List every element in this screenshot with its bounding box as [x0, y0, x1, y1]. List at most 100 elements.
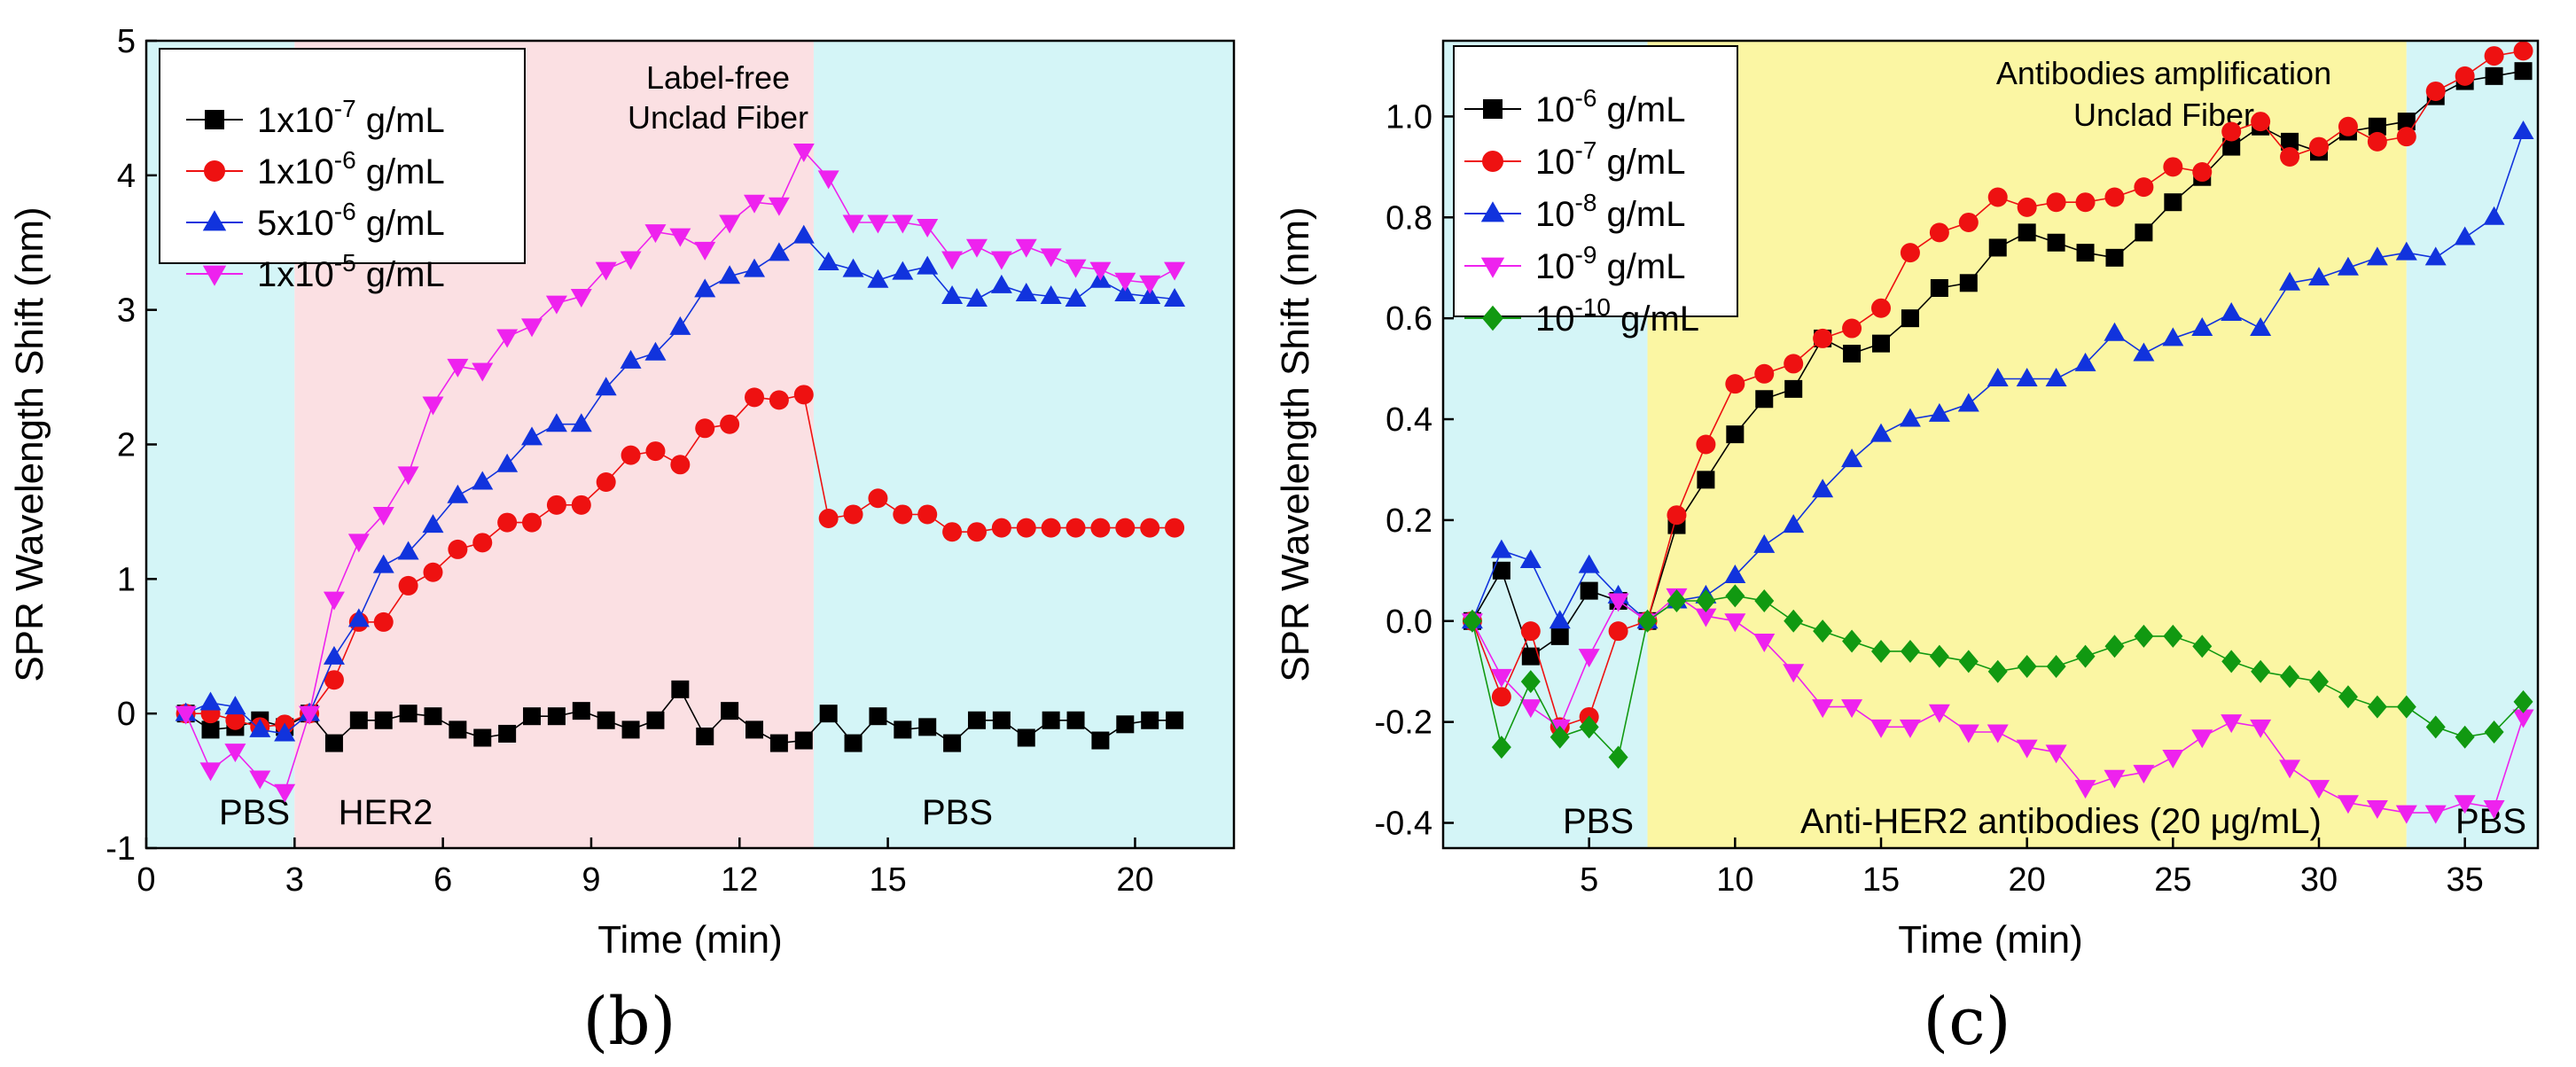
x-tick-label: 25: [2154, 861, 2191, 899]
data-point: [2104, 769, 2126, 789]
data-point: [768, 197, 790, 216]
data-point: [2485, 66, 2503, 85]
data-point: [794, 731, 813, 750]
data-point: [2251, 112, 2271, 132]
data-point: [1958, 650, 1979, 674]
data-point: [1519, 549, 1542, 568]
data-point: [447, 484, 469, 503]
data-point: [2280, 146, 2300, 167]
data-point: [1139, 284, 1161, 304]
data-point: [522, 512, 543, 533]
legend-base: 1x10: [257, 255, 334, 294]
data-point: [842, 214, 864, 234]
data-point: [323, 645, 345, 665]
data-point: [1139, 275, 1161, 294]
data-point: [1579, 715, 1599, 739]
legend-base: 10: [1535, 247, 1575, 286]
data-point: [644, 341, 667, 361]
x-tick-label: 30: [2300, 861, 2338, 899]
data-point: [1754, 589, 1775, 613]
y-tick-label: -1: [105, 830, 136, 868]
data-point: [1928, 402, 1950, 422]
data-point: [1065, 288, 1087, 308]
data-point: [2016, 739, 2038, 759]
legend-label: 10-7 g/mL: [1535, 136, 1685, 182]
data-point: [1492, 561, 1510, 580]
x-tick-label: 20: [1116, 861, 1153, 899]
data-point: [917, 504, 938, 525]
y-tick-label: -0.2: [1375, 705, 1432, 742]
data-point: [595, 377, 617, 396]
data-point: [719, 214, 741, 234]
legend-label: 10-8 g/mL: [1535, 189, 1685, 234]
data-point: [347, 608, 370, 627]
data-point: [521, 318, 543, 338]
data-point: [1843, 345, 1862, 363]
data-point: [570, 413, 592, 432]
data-point: [2191, 729, 2213, 749]
data-point: [694, 241, 716, 261]
data-point: [1957, 724, 1979, 744]
data-point: [1637, 609, 1658, 633]
data-point: [2514, 62, 2533, 81]
data-point: [372, 506, 394, 526]
data-point: [1871, 298, 1891, 318]
data-point: [595, 261, 617, 281]
data-point: [1812, 699, 1834, 719]
legend-unit: g/mL: [1596, 90, 1685, 129]
data-point: [867, 214, 889, 234]
data-point: [966, 522, 987, 542]
data-point: [2133, 765, 2155, 784]
data-point: [1900, 243, 1920, 263]
legend-exponent: -5: [334, 249, 356, 276]
data-point: [447, 358, 469, 378]
panel-label: (b): [582, 984, 675, 1060]
legend-exponent: -7: [1575, 136, 1597, 164]
data-point: [1841, 448, 1863, 468]
data-point: [1841, 699, 1863, 719]
data-point: [844, 734, 863, 752]
data-point: [621, 720, 640, 739]
data-point: [669, 315, 691, 335]
data-point: [744, 194, 766, 214]
data-point: [2192, 635, 2213, 658]
data-point: [1462, 609, 1482, 633]
legend-base: 1x10: [257, 152, 334, 191]
data-point: [943, 734, 962, 752]
data-point: [1928, 704, 1950, 723]
data-point: [545, 413, 567, 432]
legend-marker: [205, 110, 224, 129]
data-point: [2455, 725, 2475, 749]
data-point: [2396, 127, 2416, 147]
data-point: [2483, 206, 2505, 225]
data-point: [2250, 317, 2272, 337]
data-point: [1697, 471, 1715, 489]
data-point: [2163, 624, 2183, 648]
data-point: [1755, 390, 1774, 409]
data-point: [472, 533, 493, 553]
data-point: [1491, 687, 1511, 707]
x-tick-label: 15: [869, 861, 906, 899]
series-5: [1462, 584, 2533, 769]
data-point: [646, 711, 665, 729]
data-point: [2047, 233, 2065, 252]
y-tick-label: 2: [117, 427, 136, 464]
data-point: [1957, 393, 1979, 412]
data-point: [1842, 318, 1862, 339]
region-label: PBS: [922, 793, 993, 832]
series-3: [175, 224, 1186, 742]
data-point: [2366, 799, 2388, 819]
legend-exponent: -6: [334, 198, 356, 225]
plot-frame: [1441, 39, 2540, 850]
data-point: [1166, 711, 1184, 729]
series-2: [1462, 41, 2533, 737]
data-point: [1608, 621, 1628, 642]
legend-exponent: -8: [1575, 189, 1597, 216]
data-point: [2279, 271, 2301, 291]
x-tick-label: 9: [582, 861, 600, 899]
data-point: [990, 251, 1012, 270]
data-point: [645, 441, 666, 462]
legend-label: 10-9 g/mL: [1535, 241, 1685, 286]
legend-label: 5x10-6 g/mL: [257, 198, 445, 243]
data-point: [843, 504, 863, 525]
